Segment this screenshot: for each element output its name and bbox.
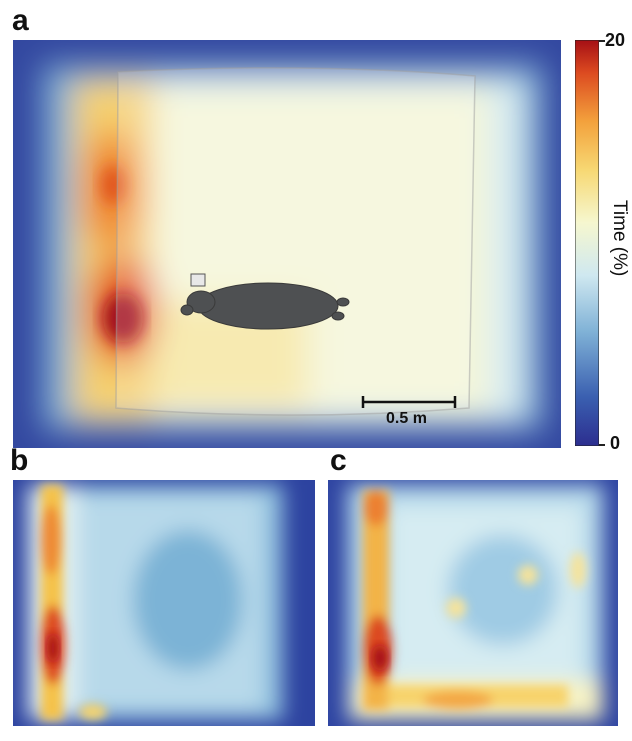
scale-bar-label: 0.5 m bbox=[386, 410, 427, 427]
heatmap-panel-b bbox=[13, 480, 315, 726]
heatmap-panel-c bbox=[328, 480, 618, 726]
colorbar-min-label: 0 bbox=[610, 433, 621, 453]
colorbar bbox=[574, 39, 600, 447]
panel-label-a: a bbox=[12, 4, 29, 37]
colorbar-tick-top bbox=[599, 40, 605, 42]
heatmap-panel-a bbox=[13, 40, 561, 448]
colorbar-max-label: 20 bbox=[605, 30, 626, 50]
panel-label-c: c bbox=[330, 444, 347, 477]
colorbar-tick-bottom bbox=[599, 444, 605, 446]
pig-silhouette bbox=[180, 273, 350, 330]
panel-label-b: b bbox=[10, 444, 29, 477]
colorbar-title: Time (%) bbox=[609, 200, 630, 277]
scale-bar bbox=[361, 396, 457, 408]
